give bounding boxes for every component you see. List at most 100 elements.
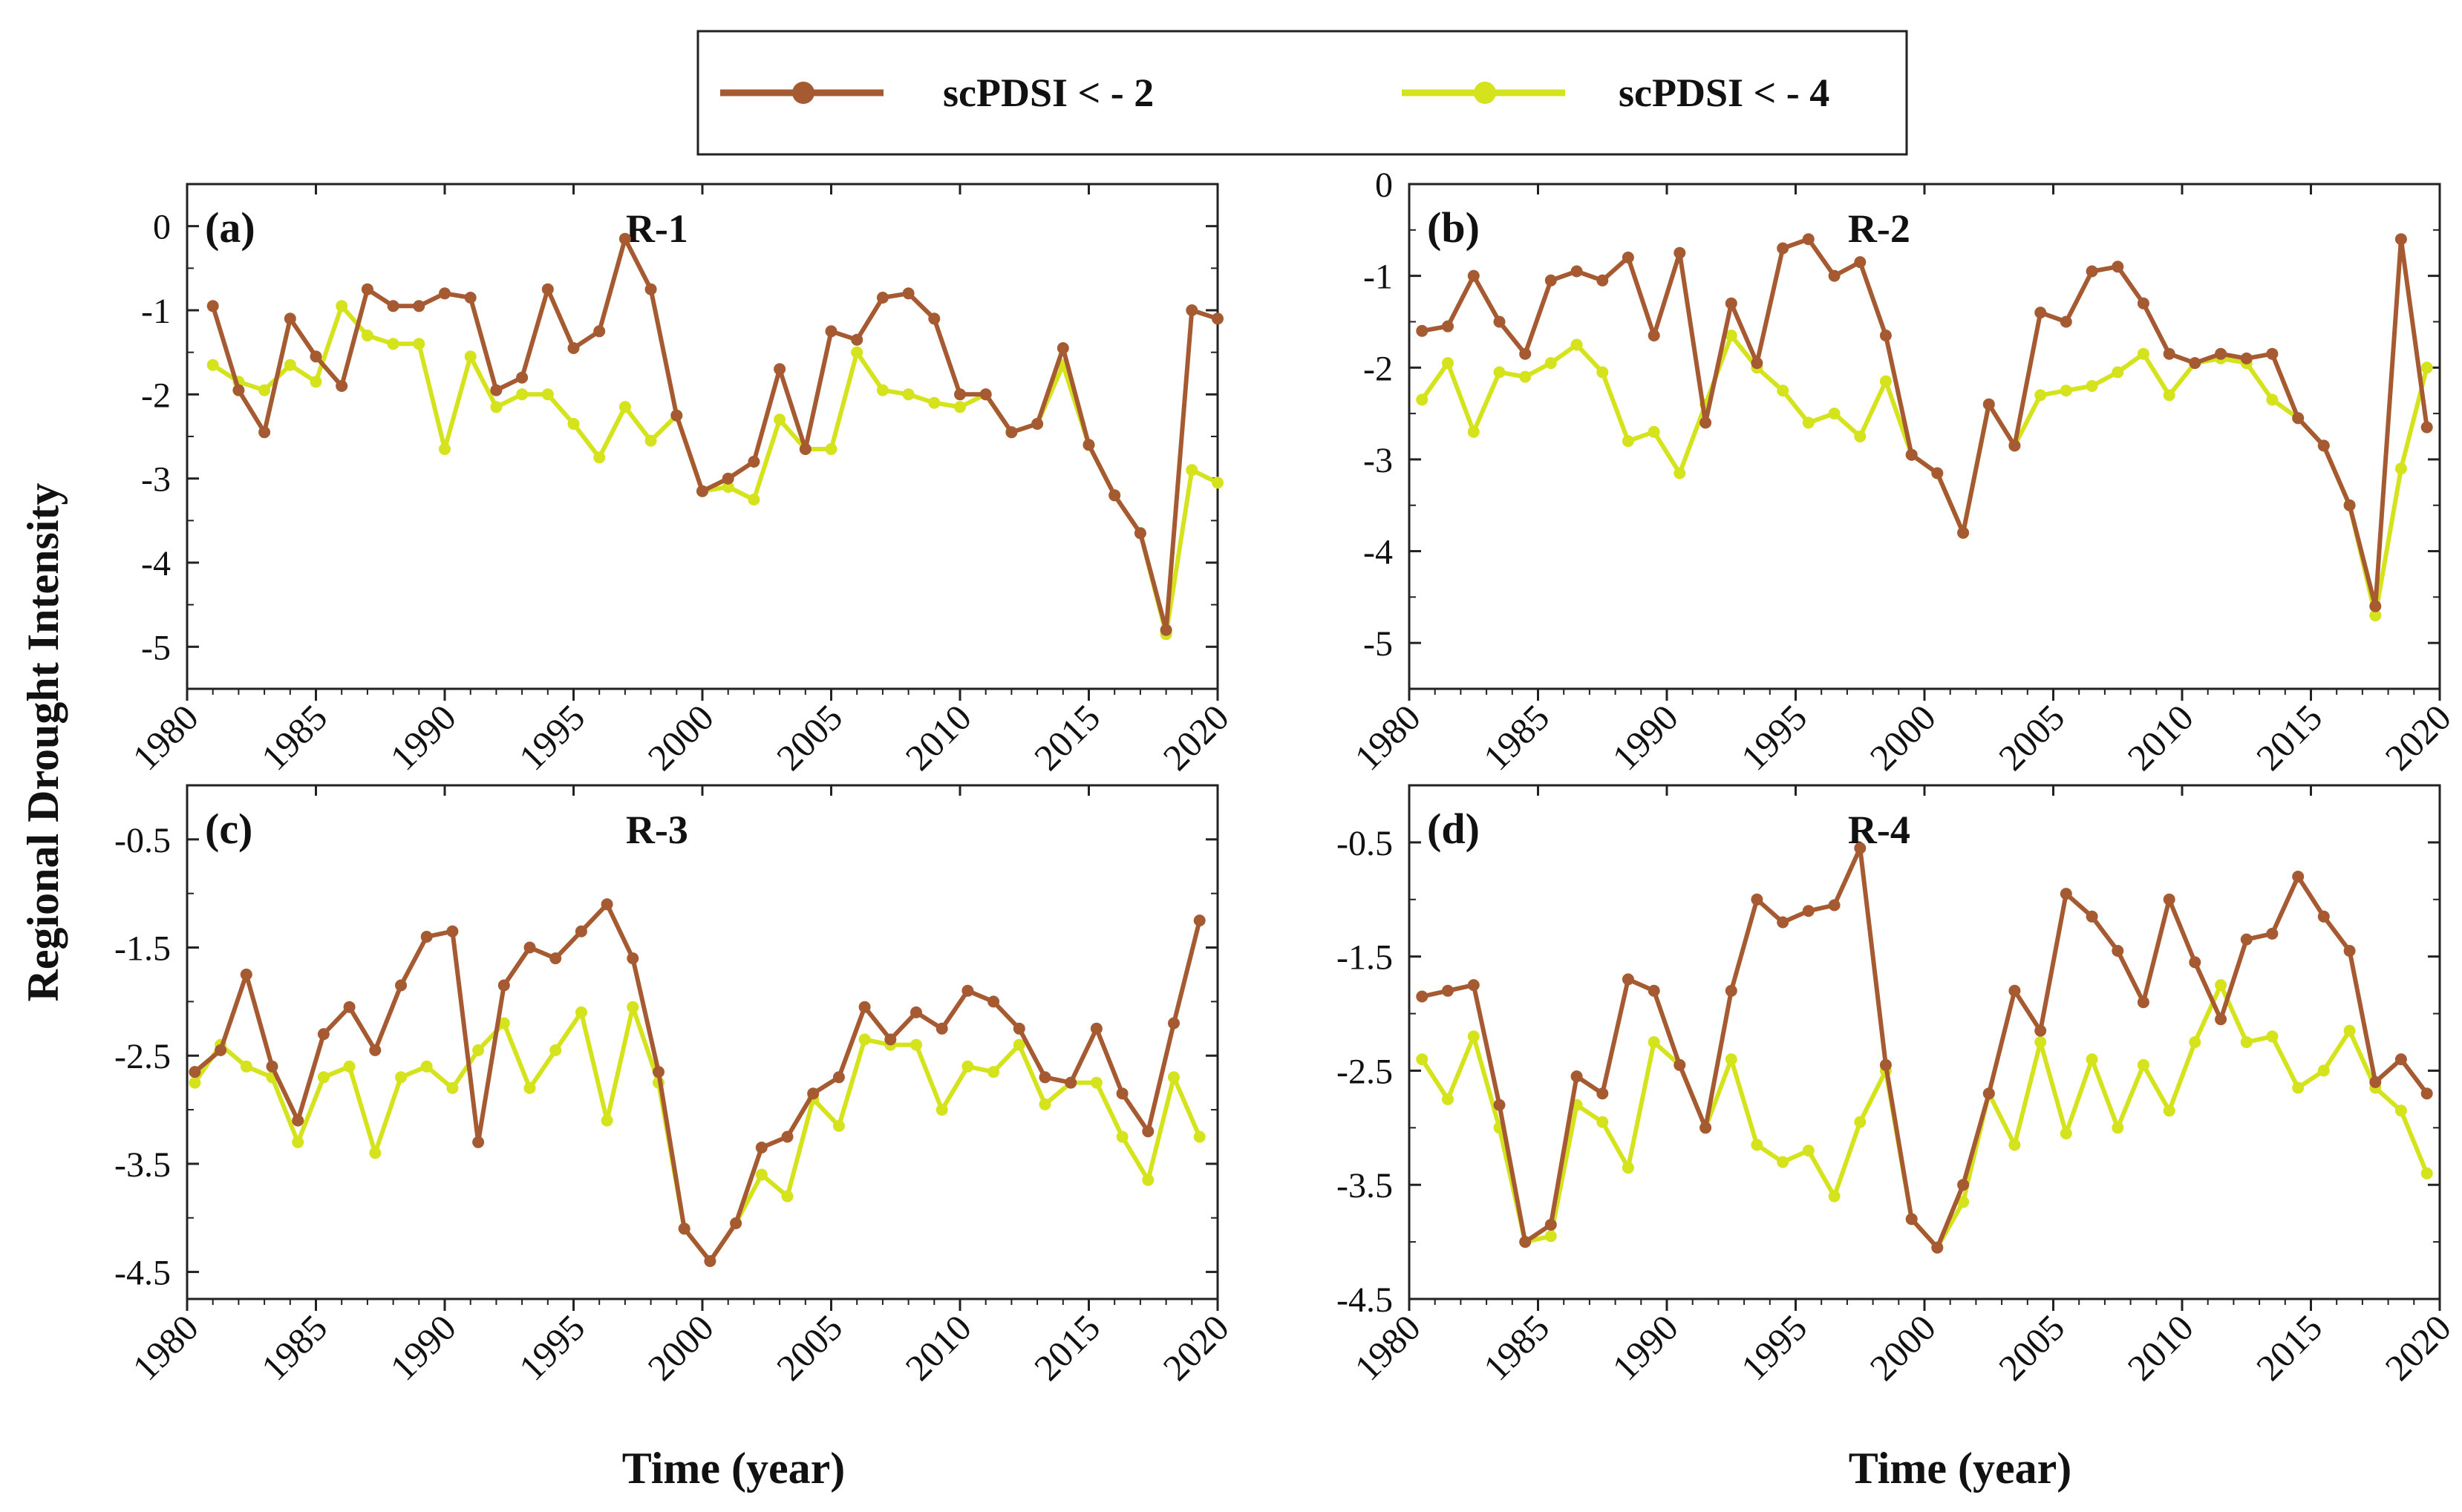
data-point [670, 409, 683, 422]
y-tick-label: -0.5 [1336, 824, 1393, 863]
series-line [1420, 333, 2429, 618]
data-point [799, 443, 812, 455]
y-tick-label: -3 [1363, 441, 1393, 480]
data-point [2112, 1122, 2124, 1134]
data-point [876, 292, 889, 304]
data-point [2060, 384, 2072, 397]
data-point [1065, 1076, 1077, 1089]
legend-swatch-marker [792, 82, 814, 104]
data-point [240, 968, 252, 981]
legend-label: scPDSI < - 2 [943, 71, 1154, 115]
data-point [2292, 412, 2305, 425]
x-tick-label: 1990 [1604, 696, 1685, 778]
data-point [2343, 1024, 2356, 1037]
data-point [1519, 370, 1532, 383]
data-point [439, 287, 451, 300]
data-point [1116, 1130, 1129, 1143]
data-point [1622, 973, 1634, 986]
data-point [258, 426, 271, 439]
data-point [902, 388, 915, 401]
data-point [206, 300, 219, 312]
data-point [387, 300, 399, 312]
y-tick-label: 0 [1375, 166, 1393, 205]
data-point [1674, 1058, 1686, 1071]
x-tick-label: 1980 [1346, 696, 1428, 778]
data-point [189, 1066, 201, 1079]
data-point [832, 1119, 845, 1132]
data-point [292, 1136, 304, 1148]
data-point [2317, 910, 2330, 923]
data-point [1854, 431, 1867, 442]
x-tick-label: 2020 [1155, 696, 1236, 778]
panel-letter: (c) [205, 805, 252, 853]
data-point [910, 1038, 922, 1051]
data-point [954, 388, 966, 401]
series-line [210, 236, 1218, 632]
x-tick-label: 2005 [1991, 1306, 2072, 1388]
data-point [781, 1190, 794, 1202]
data-point [1212, 312, 1224, 325]
y-tick-label: -4 [141, 544, 171, 583]
data-point [413, 338, 425, 350]
data-point [2112, 945, 2124, 957]
data-point [936, 1104, 948, 1116]
data-point [2317, 439, 2330, 452]
data-point [490, 401, 503, 413]
x-tick-label: 1995 [1733, 1306, 1815, 1388]
data-point [1544, 357, 1557, 370]
data-point [1083, 439, 1095, 451]
data-point [2343, 499, 2356, 511]
data-point [678, 1223, 690, 1235]
data-point [2137, 297, 2149, 310]
y-tick-label: -3.5 [1336, 1166, 1393, 1205]
y-tick-label: -5 [141, 628, 171, 667]
data-point [1544, 1230, 1557, 1243]
data-point [876, 384, 889, 396]
y-tick-label: -5 [1363, 624, 1393, 664]
y-tick-label: -4.5 [1336, 1280, 1393, 1320]
data-point [618, 401, 631, 413]
data-point [1442, 357, 1454, 370]
data-point [2086, 380, 2098, 392]
data-point [361, 283, 373, 295]
data-point [601, 1114, 613, 1127]
data-point [961, 984, 974, 997]
data-point [1725, 297, 1737, 310]
data-point [1142, 1174, 1155, 1186]
data-point [361, 330, 373, 341]
data-point [987, 995, 1000, 1008]
data-point [2240, 933, 2253, 946]
data-point [189, 1076, 201, 1089]
legend: scPDSI < - 2 scPDSI < - 4 [696, 30, 1908, 156]
data-point [1957, 1196, 1970, 1208]
data-point [987, 1066, 1000, 1079]
legend-label: scPDSI < - 4 [1619, 71, 1829, 115]
data-point [266, 1060, 278, 1073]
data-point [1931, 1241, 1944, 1254]
data-point [1193, 1130, 1206, 1143]
data-point [1854, 1116, 1867, 1128]
data-point [240, 1060, 252, 1073]
data-point [206, 359, 219, 371]
x-tick-label: 2015 [1026, 696, 1108, 778]
data-point [1442, 984, 1454, 997]
data-point [2394, 1104, 2407, 1117]
data-point [644, 283, 657, 295]
data-point [748, 456, 760, 468]
x-axis-title: Time (year) [1849, 1444, 2071, 1493]
y-tick-label: -1 [141, 292, 171, 331]
data-point [1519, 347, 1532, 360]
data-point [1493, 315, 1506, 328]
data-point [1186, 464, 1198, 477]
data-point [2420, 1087, 2433, 1100]
y-tick-label: -3.5 [114, 1145, 171, 1185]
data-point [755, 1142, 768, 1153]
data-point [2215, 979, 2227, 992]
data-point [1802, 905, 1815, 917]
data-point [1648, 330, 1660, 341]
data-point [369, 1147, 382, 1159]
y-tick-label: -1.5 [114, 929, 171, 969]
x-tick-label: 2000 [1861, 1306, 1943, 1388]
data-point [1854, 256, 1867, 269]
data-point [1596, 274, 1609, 287]
